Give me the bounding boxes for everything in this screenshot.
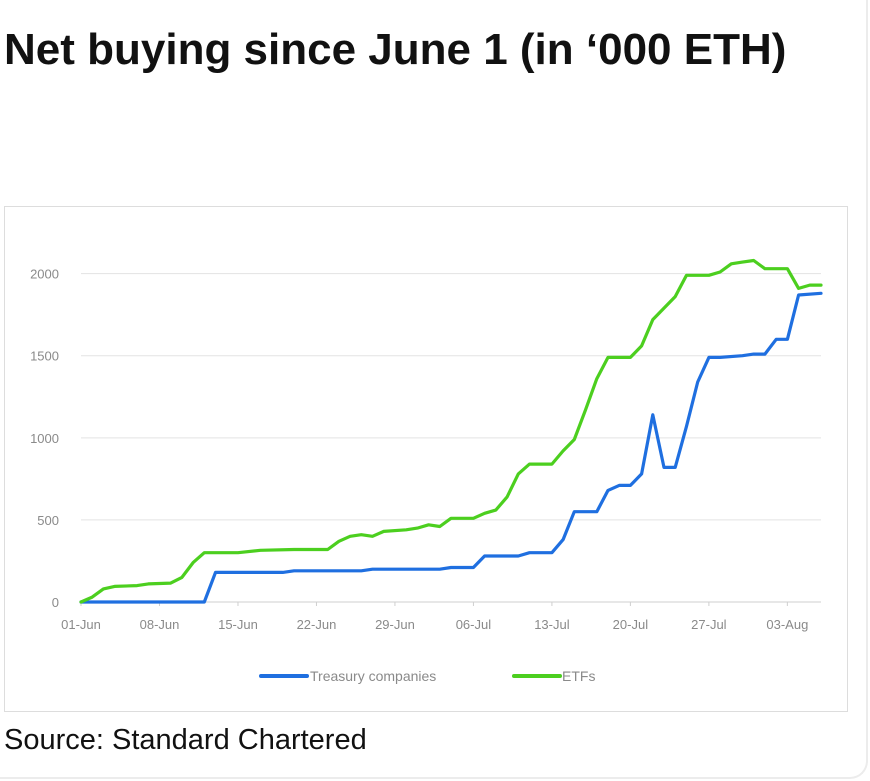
series-line-treasury-companies [79,291,823,604]
series-lines [79,258,823,604]
y-axis-ticks: 0 500 1000 1500 2000 [30,267,59,610]
x-tick-label: 20-Jul [613,617,649,632]
source-note: Source: Standard Chartered [4,724,367,756]
x-tick-label: 03-Aug [766,617,808,632]
x-axis-ticks: 01-Jun 08-Jun 15-Jun 22-Jun 29-Jun 06-Jul 13-J… [61,602,808,632]
legend-label: Treasury companies [310,668,436,684]
gridlines [81,273,821,603]
y-tick-label: 0 [52,595,59,610]
chart-frame: 0 500 1000 1500 2000 01-Jun 08-Jun 15-Jun 22-Ju… [4,206,848,712]
x-tick-label: 08-Jun [140,617,180,632]
x-tick-label: 27-Jul [691,617,727,632]
y-tick-label: 2000 [30,267,59,282]
chart-title: Net buying since June 1 (in ‘000 ETH) [4,25,787,74]
legend-label: ETFs [562,668,595,684]
x-tick-label: 01-Jun [61,617,101,632]
x-tick-label: 06-Jul [456,617,492,632]
series-line-etfs [79,258,823,604]
line-chart: 0 500 1000 1500 2000 01-Jun 08-Jun 15-Jun 22-Ju… [30,258,823,684]
x-tick-label: 29-Jun [375,617,415,632]
y-tick-label: 1500 [30,349,59,364]
y-tick-label: 1000 [30,431,59,446]
x-tick-label: 13-Jul [534,617,570,632]
x-tick-label: 22-Jun [297,617,337,632]
legend: Treasury companies ETFs [259,668,595,684]
x-tick-label: 15-Jun [218,617,258,632]
y-tick-label: 500 [37,513,59,528]
